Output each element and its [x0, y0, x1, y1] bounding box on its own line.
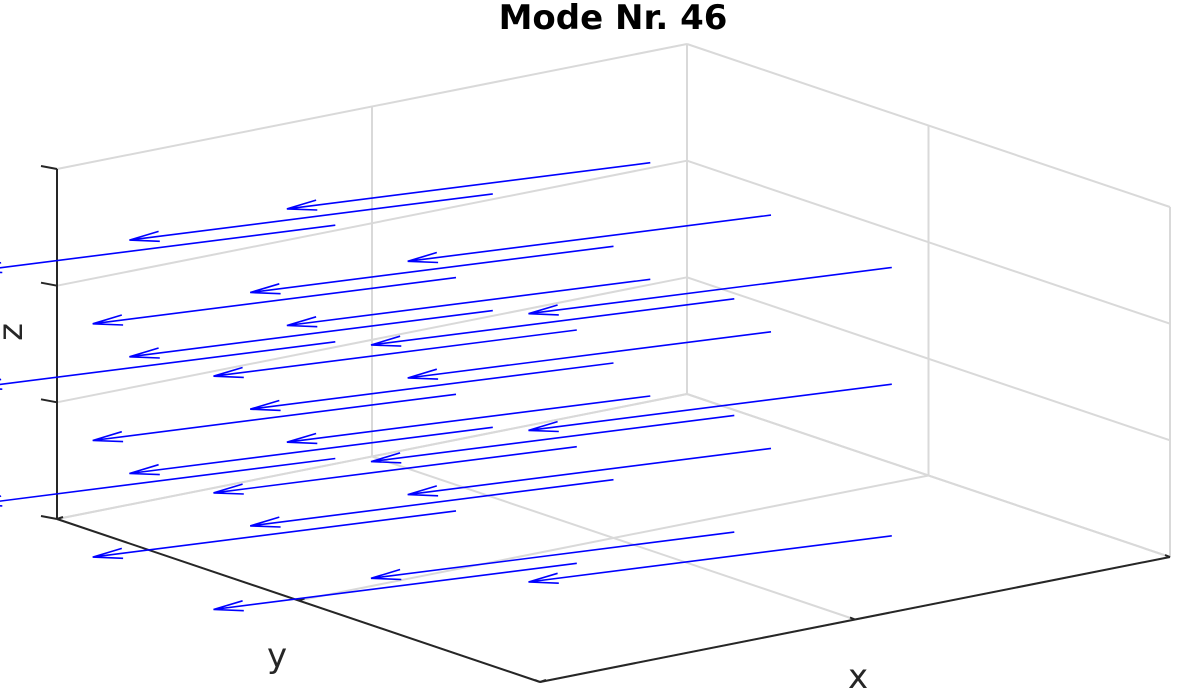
- quiver-arrow: [249, 362, 614, 412]
- z-tick: [40, 398, 58, 404]
- quiver-arrow: [0, 341, 336, 390]
- quiver-arrow: [407, 214, 772, 264]
- quiver-arrow: [528, 383, 892, 433]
- quiver-arrow: [286, 395, 651, 445]
- quiver-arrow: [213, 445, 577, 495]
- quiver-arrow: [0, 457, 336, 507]
- quiver-arrow: [92, 393, 457, 443]
- side-wall-grid-line: [686, 43, 1171, 208]
- quiver-arrow: [286, 161, 651, 211]
- back-wall-grid-line: [56, 393, 688, 520]
- back-wall-grid-line: [56, 43, 688, 170]
- z-tick: [40, 281, 58, 287]
- quiver-arrow: [92, 510, 457, 560]
- x-axis-label: x: [848, 657, 868, 689]
- x-tick: [534, 679, 541, 683]
- z-tick: [40, 515, 58, 520]
- quiver-arrow: [249, 245, 614, 295]
- back-wall-grid-line: [56, 276, 688, 404]
- quiver-arrow: [286, 278, 651, 328]
- quiver-arrow: [129, 426, 493, 476]
- back-wall-grid-line: [56, 159, 688, 287]
- quiver-arrow: [0, 224, 336, 274]
- quiver-arrow: [249, 478, 614, 528]
- y-axis-label: y: [267, 636, 287, 676]
- floor-grid-line: [298, 474, 929, 602]
- side-wall-grid-line: [686, 159, 1171, 325]
- quiver-arrow: [370, 298, 735, 347]
- z-tick: [40, 165, 58, 170]
- x-tick: [1164, 554, 1171, 558]
- x-tick: [849, 616, 856, 621]
- quiver-arrow: [407, 447, 772, 497]
- quiver-arrow: [213, 562, 577, 612]
- quiver-arrow: [129, 193, 493, 243]
- quiver-arrow: [213, 329, 577, 379]
- quiver-arrow: [370, 531, 735, 581]
- quiver-arrow: [407, 331, 772, 380]
- arrow-field: [0, 161, 892, 612]
- quiver-arrow: [528, 535, 892, 584]
- quiver-arrow: [528, 266, 892, 316]
- y-tick: [539, 679, 547, 683]
- grid-lines: [56, 43, 1171, 683]
- quiver-arrow: [92, 276, 457, 326]
- chart-title: Mode Nr. 46: [499, 0, 728, 38]
- side-wall-grid-line: [686, 276, 1171, 442]
- z-axis-label: z: [0, 323, 31, 341]
- side-wall-grid-line: [686, 393, 1171, 558]
- quiver-arrow: [370, 414, 735, 464]
- y-tick: [56, 516, 64, 520]
- quiver-arrow: [129, 309, 493, 359]
- axes: [40, 165, 1171, 683]
